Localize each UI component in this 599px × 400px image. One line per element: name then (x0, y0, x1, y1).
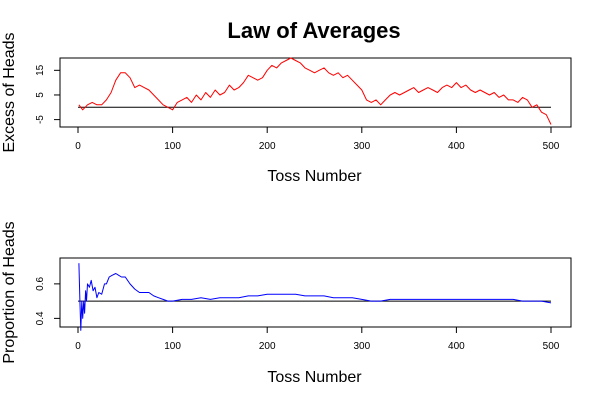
x-tick-label: 200 (259, 141, 276, 152)
series-line (78, 263, 552, 331)
x-tick-label: 0 (75, 341, 81, 352)
chart-title: Law of Averages (227, 18, 400, 43)
y-axis-label: Proportion of Heads (1, 221, 18, 363)
x-tick-label: 400 (448, 141, 465, 152)
y-tick-label: -5 (35, 115, 46, 124)
x-tick-label: 300 (353, 341, 370, 352)
x-tick-label: 400 (448, 341, 465, 352)
x-axis-label: Toss Number (267, 168, 362, 185)
series-line (78, 57, 552, 125)
plot-frame (59, 257, 572, 328)
y-tick-label: 0.6 (35, 276, 46, 290)
x-tick-label: 100 (164, 341, 181, 352)
x-tick-label: 500 (543, 341, 560, 352)
y-tick-label: 0.4 (35, 311, 46, 325)
x-tick-label: 0 (75, 141, 81, 152)
y-tick-label: 15 (35, 64, 46, 76)
x-axis-label: Toss Number (267, 369, 362, 386)
x-tick-label: 200 (259, 341, 276, 352)
y-tick-label: 5 (35, 92, 46, 98)
x-tick-label: 500 (543, 141, 560, 152)
x-tick-label: 300 (353, 141, 370, 152)
x-tick-label: 100 (164, 141, 181, 152)
y-axis-label: Excess of Heads (1, 32, 18, 152)
proportion-of-heads-panel: 0 100 200 300 400 500 0.4 0.6 Toss Number Proport… (1, 221, 572, 386)
plot-frame (59, 57, 572, 128)
excess-of-heads-panel: 0 100 200 300 400 500 -5 5 15 Toss Number Excess o… (1, 32, 572, 185)
